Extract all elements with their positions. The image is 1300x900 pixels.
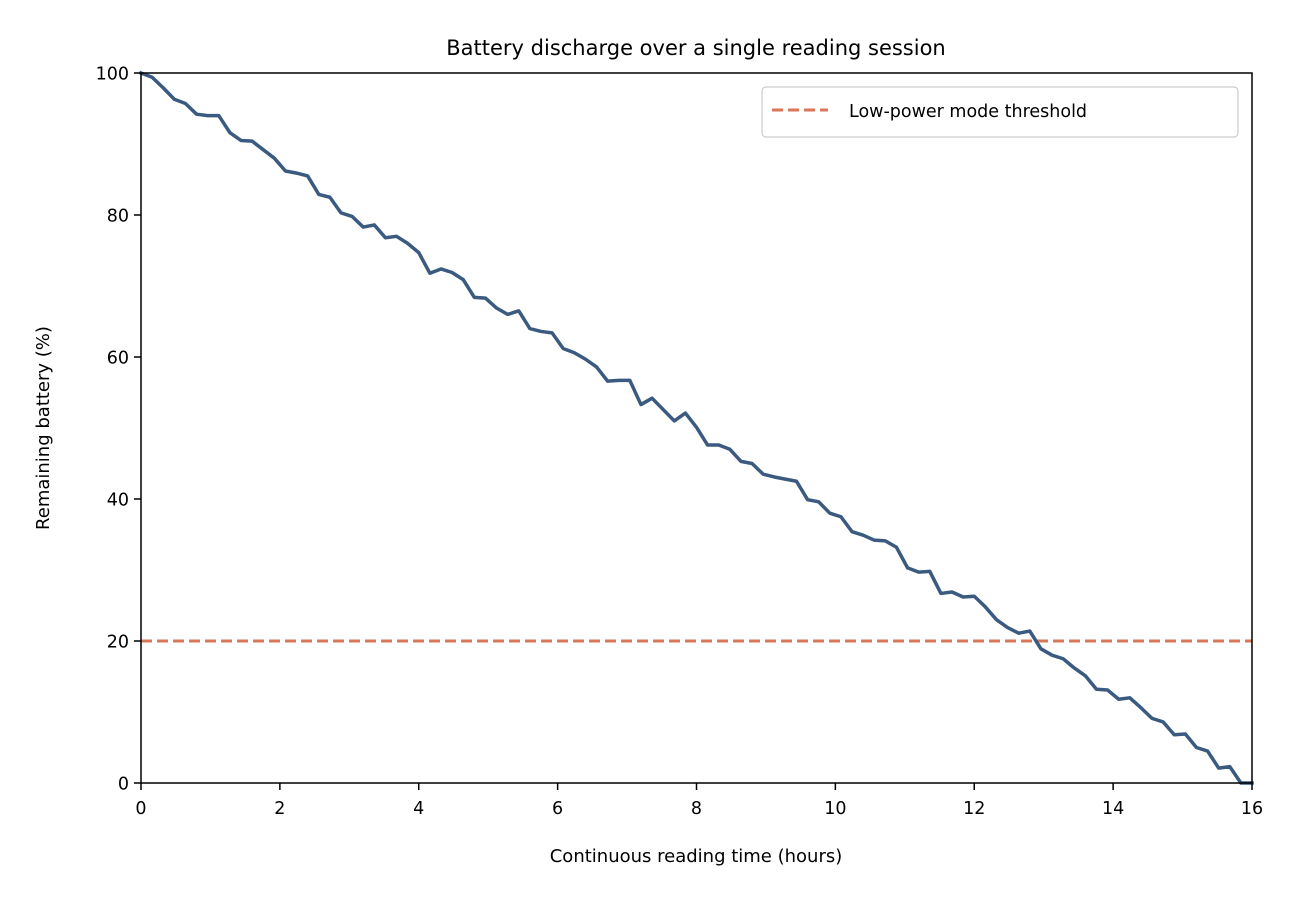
y-tick-label: 20 — [107, 633, 129, 653]
legend-label-threshold: Low-power mode threshold — [849, 102, 1087, 122]
y-tick-label: 80 — [107, 207, 129, 227]
x-tick-label: 0 — [135, 799, 146, 819]
x-tick-label: 6 — [552, 799, 563, 819]
series-layer — [138, 70, 1254, 785]
chart-title: Battery discharge over a single reading … — [446, 36, 946, 60]
x-tick-label: 10 — [824, 799, 846, 819]
y-tick-label: 100 — [96, 65, 129, 85]
series-line-0 — [138, 70, 1254, 785]
y-tick-label: 40 — [107, 491, 129, 511]
y-tick-label: 60 — [107, 349, 129, 369]
y-axis-label: Remaining battery (%) — [33, 326, 54, 530]
x-tick-label: 2 — [274, 799, 285, 819]
x-tick-label: 16 — [1241, 799, 1263, 819]
legend: Low-power mode threshold — [761, 86, 1239, 138]
x-axis-ticks: 0 2 4 6 8 10 12 14 16 — [135, 783, 1263, 819]
y-axis-ticks: 0 20 40 60 80 100 — [96, 65, 141, 795]
y-tick-label: 0 — [118, 775, 129, 795]
x-tick-label: 4 — [413, 799, 424, 819]
x-tick-label: 12 — [963, 799, 985, 819]
legend-box — [761, 86, 1239, 138]
x-tick-label: 14 — [1102, 799, 1124, 819]
x-axis-label: Continuous reading time (hours) — [550, 846, 843, 867]
x-tick-label: 8 — [691, 799, 702, 819]
